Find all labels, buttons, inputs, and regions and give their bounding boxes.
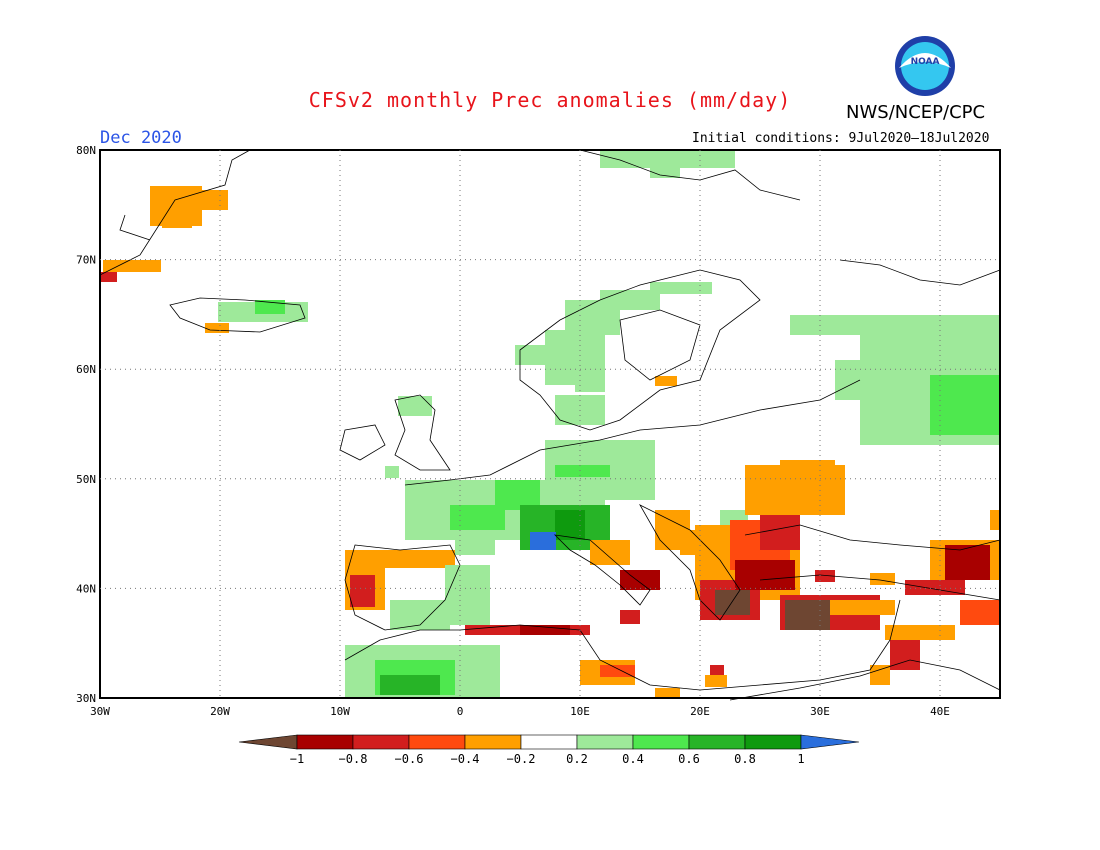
anomaly-cell xyxy=(655,688,680,698)
anomaly-cell xyxy=(815,570,835,582)
anomaly-cell xyxy=(710,665,724,675)
longitude-label: 40E xyxy=(930,705,950,718)
anomaly-cell xyxy=(600,290,660,310)
colorbar-tick-label: −0.8 xyxy=(339,752,368,766)
colorbar-tick-label: 0.6 xyxy=(678,752,700,766)
anomaly-cell xyxy=(945,545,990,580)
colorbar-segment xyxy=(576,734,634,750)
anomaly-cell xyxy=(455,540,495,555)
colorbar-lower-arrow xyxy=(238,734,298,750)
longitude-label: 10W xyxy=(330,705,350,718)
colorbar-labels: −1 −0.8 −0.6 −0.4 −0.2 0.2 0.4 0.6 0.8 1 xyxy=(290,752,805,766)
longitude-label: 30E xyxy=(810,705,830,718)
colorbar-segment xyxy=(408,734,466,750)
colorbar-segment xyxy=(688,734,746,750)
anomaly-cell xyxy=(385,466,399,478)
anomaly-cell xyxy=(785,600,830,630)
forecast-month: Dec 2020 xyxy=(100,128,182,148)
colorbar-segment xyxy=(632,734,690,750)
anomaly-cell xyxy=(790,315,1000,335)
anomaly-cell xyxy=(345,550,455,568)
latitude-label: 30N xyxy=(76,692,96,705)
colorbar-segment xyxy=(744,734,802,750)
anomaly-cell xyxy=(715,590,750,615)
anomaly-cell xyxy=(545,330,605,385)
anomaly-cell xyxy=(780,460,835,490)
anomaly-cell xyxy=(101,272,117,282)
colorbar-tick-label: 0.8 xyxy=(734,752,756,766)
anomaly-cell xyxy=(600,665,635,677)
anomaly-cell xyxy=(205,323,229,333)
anomaly-cell xyxy=(600,150,735,168)
anomaly-cell xyxy=(555,465,610,477)
gridlines xyxy=(100,150,1000,698)
initial-conditions: Initial conditions: 9Jul2020–18Jul2020 xyxy=(692,131,990,146)
colorbar xyxy=(238,734,860,750)
longitude-labels: 30W 20W 10W 0 10E 20E 30E 40E xyxy=(90,705,950,718)
anomaly-cell xyxy=(870,665,890,685)
colorbar-tick-label: −0.2 xyxy=(507,752,536,766)
anomaly-cell xyxy=(885,625,955,640)
colorbar-segment xyxy=(464,734,522,750)
latitude-label: 40N xyxy=(76,582,96,595)
colorbar-segment xyxy=(352,734,410,750)
colorbar-tick-label: 0.4 xyxy=(622,752,644,766)
chart-title: CFSv2 monthly Prec anomalies (mm/day) xyxy=(308,88,792,112)
colorbar-tick-label: −0.4 xyxy=(451,752,480,766)
anomaly-cell xyxy=(575,380,605,392)
anomaly-cell xyxy=(705,675,727,687)
anomaly-cell xyxy=(870,573,895,585)
anomaly-cell xyxy=(103,260,161,272)
anomaly-cell xyxy=(960,600,1000,625)
noaa-logo: NOAA xyxy=(895,36,955,96)
anomaly-cell xyxy=(990,510,1000,530)
colorbar-segment xyxy=(520,734,578,750)
anomaly-cell xyxy=(515,345,545,365)
colorbar-segment xyxy=(296,734,354,750)
anomaly-fields xyxy=(101,150,1000,698)
anomaly-cell xyxy=(620,610,640,624)
latitude-label: 60N xyxy=(76,363,96,376)
longitude-label: 30W xyxy=(90,705,110,718)
longitude-label: 0 xyxy=(457,705,464,718)
anomaly-cell xyxy=(650,166,680,178)
map-frame xyxy=(99,149,1001,699)
agency-label: NWS/NCEP/CPC xyxy=(846,102,986,123)
latitude-label: 80N xyxy=(76,144,96,157)
anomaly-cell xyxy=(445,565,490,625)
anomaly-cell xyxy=(255,300,285,314)
anomaly-cell xyxy=(655,376,677,386)
anomaly-cell xyxy=(398,396,432,416)
anomaly-cell xyxy=(930,375,1000,435)
latitude-label: 70N xyxy=(76,254,96,267)
anomaly-cell xyxy=(188,190,228,210)
anomaly-cell xyxy=(380,675,440,695)
anomaly-cell xyxy=(530,532,556,550)
longitude-label: 10E xyxy=(570,705,590,718)
longitude-label: 20E xyxy=(690,705,710,718)
anomaly-cell xyxy=(760,510,800,550)
colorbar-upper-arrow xyxy=(800,734,860,750)
anomaly-cell xyxy=(162,210,192,228)
latitude-labels: 80N 70N 60N 50N 40N 30N xyxy=(76,144,96,705)
colorbar-tick-label: −1 xyxy=(290,752,304,766)
anomaly-cell xyxy=(735,560,795,590)
colorbar-tick-label: −0.6 xyxy=(395,752,424,766)
anomaly-cell xyxy=(620,570,660,590)
anomaly-cell xyxy=(650,282,712,294)
anomaly-cell xyxy=(905,580,965,595)
colorbar-tick-label: 1 xyxy=(797,752,804,766)
anomaly-cell xyxy=(520,625,570,635)
anomaly-cell xyxy=(830,600,895,615)
noaa-logo-text: NOAA xyxy=(911,57,940,67)
anomaly-cell xyxy=(890,640,920,670)
anomaly-cell xyxy=(350,575,375,607)
colorbar-tick-label: 0.2 xyxy=(566,752,588,766)
anomaly-cell xyxy=(835,360,875,400)
anomaly-cell xyxy=(590,540,630,565)
latitude-label: 50N xyxy=(76,473,96,486)
longitude-label: 20W xyxy=(210,705,230,718)
